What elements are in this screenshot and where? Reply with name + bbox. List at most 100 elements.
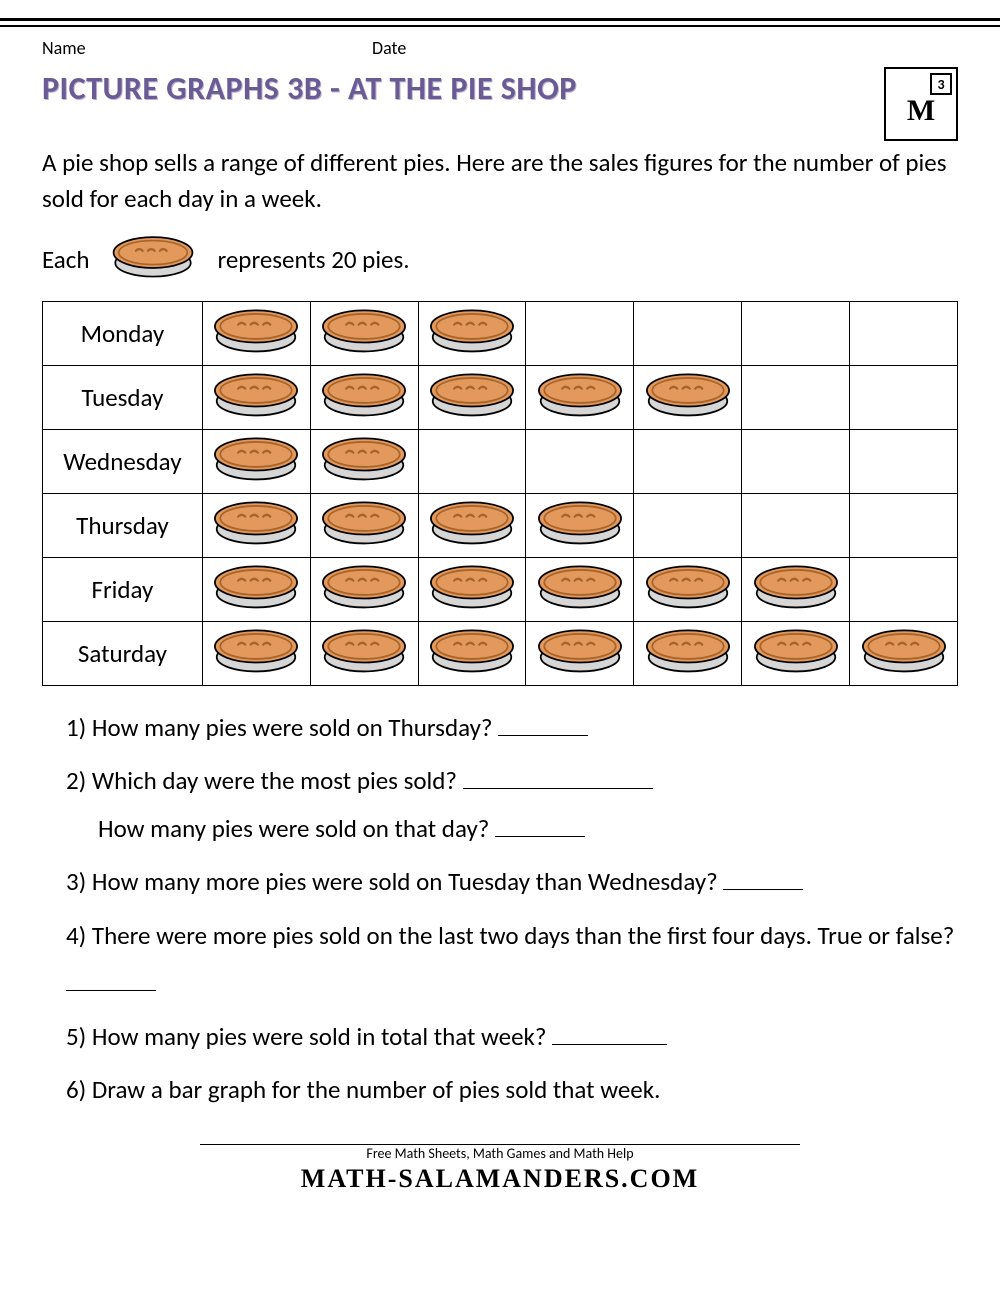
pictograph-cell [850, 429, 958, 493]
pie-icon [426, 305, 518, 362]
pictograph-key: Each represents 20 pies. [42, 232, 958, 287]
pictograph-body: MondayTuesdayWednesdayThursdayFridaySatu… [43, 301, 958, 685]
day-label: Friday [43, 557, 203, 621]
question-text: 1) How many pies were sold on Thursday? [66, 712, 498, 743]
pictograph-cell [850, 301, 958, 365]
pie-icon [534, 497, 626, 554]
pictograph-cell [526, 621, 634, 685]
footer-tagline: Free Math Sheets, Math Games and Math He… [0, 1145, 1000, 1162]
pictograph-cell [850, 621, 958, 685]
pictograph-row: Wednesday [43, 429, 958, 493]
pictograph-cell [310, 557, 418, 621]
pie-icon [642, 369, 734, 426]
pie-icon [426, 369, 518, 426]
pictograph-row: Monday [43, 301, 958, 365]
pictograph-cell [634, 557, 742, 621]
pie-icon [210, 561, 302, 618]
pictograph-row: Saturday [43, 621, 958, 685]
pie-icon [210, 433, 302, 490]
pie-icon [318, 561, 410, 618]
pictograph-cell [742, 365, 850, 429]
pictograph-cell [634, 365, 742, 429]
pictograph-cell [526, 557, 634, 621]
pie-icon [750, 625, 842, 682]
pie-icon [642, 561, 734, 618]
pictograph-cell [418, 557, 526, 621]
date-field-label: Date [372, 37, 406, 59]
question: 3) How many more pies were sold on Tuesd… [66, 858, 958, 906]
content-area: Name Date PICTURE GRAPHS 3B - AT THE PIE… [0, 37, 1000, 1114]
pictograph-cell [310, 365, 418, 429]
header-row: PICTURE GRAPHS 3B - AT THE PIE SHOP 3 M [42, 67, 958, 141]
pictograph-table: MondayTuesdayWednesdayThursdayFridaySatu… [42, 301, 958, 686]
day-label: Monday [43, 301, 203, 365]
day-label: Saturday [43, 621, 203, 685]
answer-blank[interactable] [66, 964, 156, 992]
pictograph-cell [202, 557, 310, 621]
pie-icon [426, 625, 518, 682]
pictograph-cell [634, 493, 742, 557]
pictograph-cell [418, 301, 526, 365]
intro-text: A pie shop sells a range of different pi… [42, 145, 958, 218]
footer-brand-m: M [301, 1164, 328, 1193]
grade-badge: 3 [930, 73, 952, 95]
answer-blank[interactable] [463, 762, 653, 790]
pictograph-cell [742, 301, 850, 365]
pictograph-cell [526, 365, 634, 429]
pie-icon [750, 561, 842, 618]
question-text: 6) Draw a bar graph for the number of pi… [66, 1074, 660, 1105]
pictograph-cell [850, 557, 958, 621]
question: 1) How many pies were sold on Thursday? [66, 704, 958, 752]
answer-blank[interactable] [552, 1017, 667, 1045]
pie-icon [210, 625, 302, 682]
name-field-label: Name [42, 37, 372, 59]
pie-icon [642, 625, 734, 682]
pie-icon [210, 369, 302, 426]
question-text: 3) How many more pies were sold on Tuesd… [66, 866, 723, 897]
pictograph-cell [526, 493, 634, 557]
answer-blank[interactable] [723, 863, 803, 891]
day-label: Thursday [43, 493, 203, 557]
pictograph-cell [202, 301, 310, 365]
answer-blank[interactable] [498, 708, 588, 736]
pictograph-cell [526, 301, 634, 365]
pictograph-cell [850, 493, 958, 557]
question-text: 4) There were more pies sold on the last… [66, 920, 954, 951]
day-label: Wednesday [43, 429, 203, 493]
answer-blank[interactable] [495, 809, 585, 837]
question: 4) There were more pies sold on the last… [66, 912, 958, 1007]
pie-icon [318, 433, 410, 490]
brand-logo: 3 M [884, 67, 958, 141]
footer-brand-text: ATH-SALAMANDERS.COM [327, 1164, 699, 1193]
day-label: Tuesday [43, 365, 203, 429]
pictograph-cell [634, 301, 742, 365]
pie-icon [109, 232, 197, 287]
pictograph-cell [742, 493, 850, 557]
key-suffix: represents 20 pies. [217, 244, 409, 275]
footer-brand: MATH-SALAMANDERS.COM [0, 1164, 1000, 1194]
pie-icon [210, 305, 302, 362]
worksheet-page: Name Date PICTURE GRAPHS 3B - AT THE PIE… [0, 18, 1000, 1194]
pie-icon [426, 561, 518, 618]
pictograph-cell [418, 365, 526, 429]
page-footer: Free Math Sheets, Math Games and Math He… [0, 1144, 1000, 1194]
pictograph-cell [310, 429, 418, 493]
pie-icon [534, 369, 626, 426]
pie-icon [318, 497, 410, 554]
pie-icon [534, 561, 626, 618]
page-title: PICTURE GRAPHS 3B - AT THE PIE SHOP [42, 69, 577, 108]
question-text: 5) How many pies were sold in total that… [66, 1021, 552, 1052]
key-prefix: Each [42, 244, 89, 275]
pictograph-cell [418, 621, 526, 685]
pictograph-cell [634, 429, 742, 493]
pictograph-cell [418, 493, 526, 557]
pie-icon [318, 369, 410, 426]
question: 5) How many pies were sold in total that… [66, 1013, 958, 1061]
pie-icon [858, 625, 950, 682]
pictograph-cell [850, 365, 958, 429]
pictograph-cell [202, 493, 310, 557]
pictograph-cell [310, 493, 418, 557]
pictograph-cell [310, 301, 418, 365]
meta-row: Name Date [42, 37, 958, 59]
top-rule [0, 18, 1000, 27]
